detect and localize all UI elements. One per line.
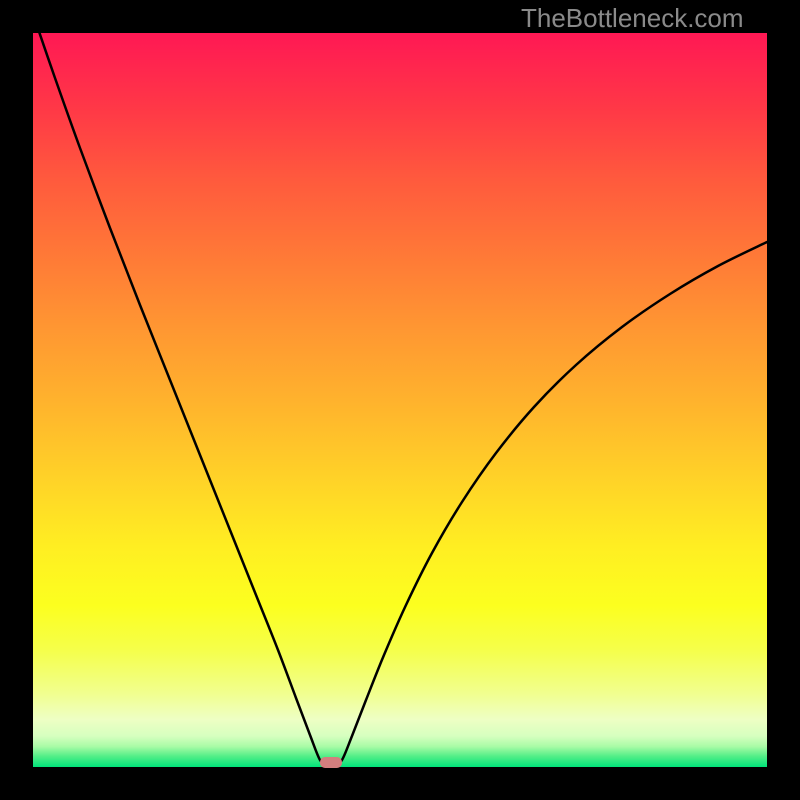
minimum-marker	[320, 757, 342, 768]
chart-background-gradient	[33, 33, 767, 767]
watermark-text: TheBottleneck.com	[521, 3, 744, 34]
chart-frame: TheBottleneck.com	[0, 0, 800, 800]
